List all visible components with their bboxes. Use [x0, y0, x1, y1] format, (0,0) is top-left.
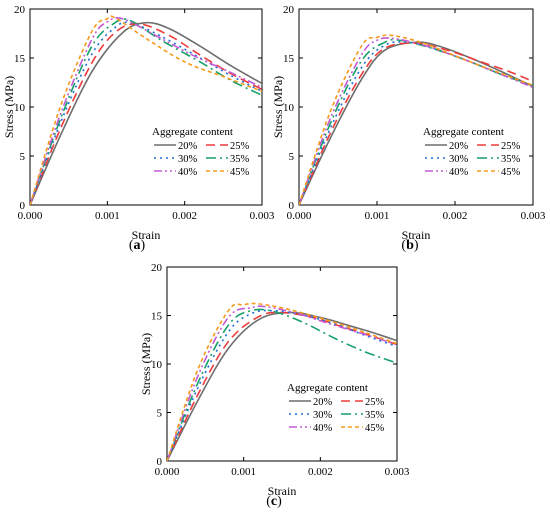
x-tick-label: 0.000: [18, 210, 43, 222]
y-axis-label: Stress (MPa): [271, 76, 285, 138]
series-line: [30, 21, 262, 205]
legend-entry: 45%: [501, 167, 521, 178]
x-tick-label: 0.000: [155, 466, 180, 478]
legend-entry: 20%: [313, 397, 333, 408]
legend: Aggregate content 20% 25% 30% 35% 40% 45%: [423, 126, 521, 178]
legend-entry: 40%: [449, 167, 469, 178]
series-line: [30, 15, 262, 205]
legend-entry: 30%: [449, 154, 469, 165]
series-line: [30, 17, 262, 205]
legend-entry: 35%: [230, 154, 250, 165]
y-tick-label: 20: [283, 4, 295, 16]
legend-entry: 30%: [313, 410, 333, 421]
chart-panel: 0.000 0.001 0.002 0.003 0 5 10 15 20 Strain Stress…: [139, 262, 410, 509]
legend-entry: 25%: [365, 397, 385, 408]
y-axis-label: Stress (MPa): [2, 76, 16, 138]
x-tick-label: 0.002: [172, 210, 197, 222]
series-line: [299, 41, 533, 205]
y-tick-label: 15: [14, 53, 26, 65]
plot-frame: [166, 266, 398, 462]
legend-entry: 40%: [178, 167, 198, 178]
y-axis-label: Stress (MPa): [139, 333, 153, 395]
legend-entry: 35%: [501, 154, 521, 165]
panel-label: (a): [129, 238, 146, 253]
x-tick-label: 0.002: [308, 466, 333, 478]
legend-entry: 40%: [313, 423, 333, 434]
series-line: [167, 305, 397, 461]
chart-panel: 0.000 0.001 0.002 0.003 0 5 10 15 20 Strain Stress…: [2, 4, 275, 253]
x-tick-label: 0.000: [287, 210, 312, 222]
y-tick-label: 15: [151, 311, 163, 323]
x-tick-label: 0.002: [443, 210, 468, 222]
series-line: [299, 38, 533, 205]
legend-title: Aggregate content: [287, 382, 368, 394]
x-tick-label: 0.003: [250, 210, 275, 222]
legend-entry: 45%: [365, 423, 385, 434]
y-tick-label: 10: [283, 102, 295, 114]
chart-panel: 0.000 0.001 0.002 0.003 0 5 10 15 20 Strain Stress…: [271, 4, 546, 253]
x-tick-label: 0.003: [385, 466, 410, 478]
legend: Aggregate content 20% 25% 30% 35% 40% 45%: [287, 382, 385, 434]
y-tick-label: 5: [289, 151, 295, 163]
y-tick-label: 5: [157, 408, 163, 420]
legend-entry: 30%: [178, 154, 198, 165]
y-tick-label: 0: [289, 200, 295, 212]
legend: Aggregate content 20% 25% 30% 35% 40% 45%: [152, 126, 250, 178]
y-tick-label: 20: [151, 262, 163, 274]
legend-entry: 20%: [449, 141, 469, 152]
x-tick-label: 0.001: [365, 210, 390, 222]
x-tick-label: 0.001: [95, 210, 120, 222]
legend-entry: 35%: [365, 410, 385, 421]
y-tick-label: 15: [283, 53, 295, 65]
legend-title: Aggregate content: [423, 126, 504, 138]
y-tick-label: 10: [14, 102, 26, 114]
panel-label: (c): [266, 494, 282, 509]
series-line: [299, 42, 533, 205]
legend-title: Aggregate content: [152, 126, 233, 138]
legend-entry: 25%: [501, 141, 521, 152]
x-axis-label: Strain: [268, 484, 297, 498]
y-tick-label: 5: [20, 151, 26, 163]
x-axis-label: Strain: [402, 228, 431, 242]
series-line: [299, 37, 533, 205]
series-line: [30, 18, 262, 205]
series-line: [299, 34, 533, 205]
y-tick-label: 20: [14, 4, 26, 16]
y-tick-label: 10: [151, 359, 163, 371]
series-line: [167, 308, 397, 461]
legend-entry: 20%: [178, 141, 198, 152]
panel-label: (b): [401, 238, 418, 253]
legend-entry: 45%: [230, 167, 250, 178]
x-axis-label: Strain: [132, 228, 161, 242]
series-line: [299, 40, 533, 205]
y-tick-label: 0: [20, 200, 26, 212]
y-tick-label: 0: [157, 456, 163, 468]
legend-entry: 25%: [230, 141, 250, 152]
x-tick-label: 0.001: [231, 466, 256, 478]
x-tick-label: 0.003: [521, 210, 546, 222]
series-line: [30, 21, 262, 205]
plot-frame: [298, 8, 534, 206]
